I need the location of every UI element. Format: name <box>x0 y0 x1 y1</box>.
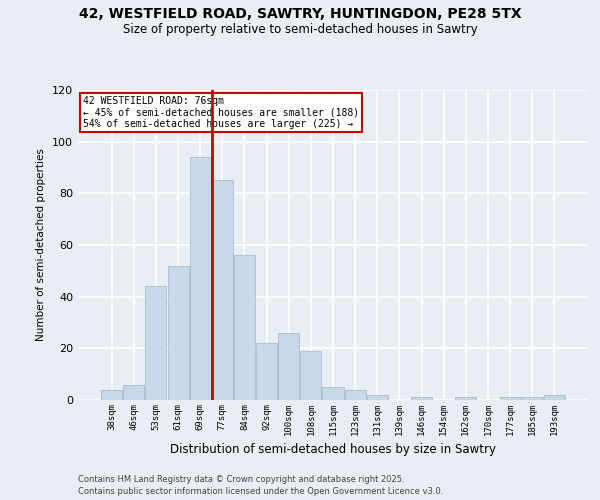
Bar <box>167 266 188 400</box>
Bar <box>500 398 521 400</box>
Bar <box>521 398 542 400</box>
Bar <box>344 390 365 400</box>
Bar <box>256 343 277 400</box>
Text: 42, WESTFIELD ROAD, SAWTRY, HUNTINGDON, PE28 5TX: 42, WESTFIELD ROAD, SAWTRY, HUNTINGDON, … <box>79 8 521 22</box>
Text: Contains HM Land Registry data © Crown copyright and database right 2025.: Contains HM Land Registry data © Crown c… <box>78 475 404 484</box>
Text: Size of property relative to semi-detached houses in Sawtry: Size of property relative to semi-detach… <box>122 22 478 36</box>
Bar <box>322 387 344 400</box>
Bar <box>101 390 122 400</box>
Bar <box>145 286 166 400</box>
Bar <box>278 333 299 400</box>
Bar <box>544 395 565 400</box>
Text: Contains public sector information licensed under the Open Government Licence v3: Contains public sector information licen… <box>78 488 443 496</box>
Text: 42 WESTFIELD ROAD: 76sqm
← 45% of semi-detached houses are smaller (188)
54% of : 42 WESTFIELD ROAD: 76sqm ← 45% of semi-d… <box>83 96 359 130</box>
Bar <box>212 180 233 400</box>
Bar <box>411 398 432 400</box>
Bar <box>124 384 145 400</box>
Bar <box>234 256 255 400</box>
Bar <box>190 157 211 400</box>
Bar <box>367 395 388 400</box>
Bar <box>301 351 322 400</box>
Y-axis label: Number of semi-detached properties: Number of semi-detached properties <box>37 148 46 342</box>
Bar <box>455 398 476 400</box>
Text: Distribution of semi-detached houses by size in Sawtry: Distribution of semi-detached houses by … <box>170 442 496 456</box>
